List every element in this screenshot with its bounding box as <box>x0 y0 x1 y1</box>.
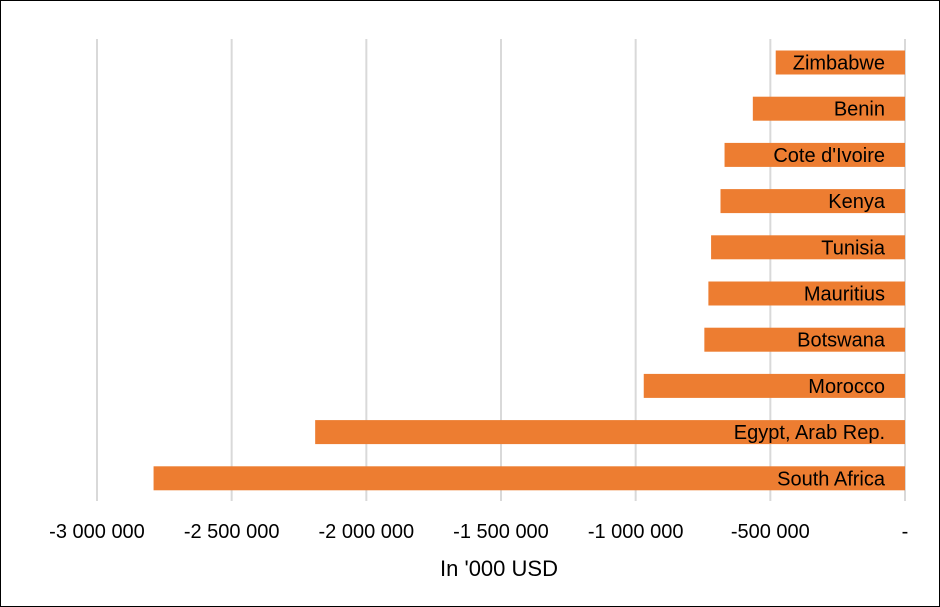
x-tick-label: -2 000 000 <box>319 521 415 543</box>
category-label: Benin <box>834 99 885 121</box>
category-label: Botswana <box>797 330 886 352</box>
bar <box>775 50 905 75</box>
bar <box>724 142 905 167</box>
bar <box>708 281 905 306</box>
category-label: Egypt, Arab Rep. <box>734 422 885 444</box>
x-tick-label: -500 000 <box>731 521 810 543</box>
x-tick-label: - <box>902 521 909 543</box>
x-tick-label: -2 500 000 <box>184 521 280 543</box>
x-tick-label: -3 000 000 <box>49 521 145 543</box>
bars <box>153 50 905 491</box>
bar <box>643 373 905 398</box>
category-label: Morocco <box>808 376 885 398</box>
category-label: Tunisia <box>821 237 886 259</box>
bar <box>153 466 905 491</box>
category-labels: Zimbabwe Benin Cote d'Ivoire Kenya Tunisia Ma… <box>734 53 886 491</box>
category-label: Zimbabwe <box>793 53 885 75</box>
x-tick-label: -1 000 000 <box>588 521 684 543</box>
category-label: Cote d'Ivoire <box>773 145 885 167</box>
x-tick-label: -1 500 000 <box>453 521 549 543</box>
category-label: Mauritius <box>804 284 885 306</box>
bar <box>711 235 905 260</box>
category-label: Kenya <box>828 191 886 213</box>
x-axis-label: In '000 USD <box>440 556 558 581</box>
bar <box>704 327 905 352</box>
category-label: South Africa <box>777 468 886 490</box>
bar <box>315 420 905 445</box>
bar <box>720 189 905 214</box>
bar <box>752 96 905 121</box>
x-axis-tick-labels: -3 000 000 -2 500 000 -2 000 000 -1 500 000… <box>49 521 908 543</box>
